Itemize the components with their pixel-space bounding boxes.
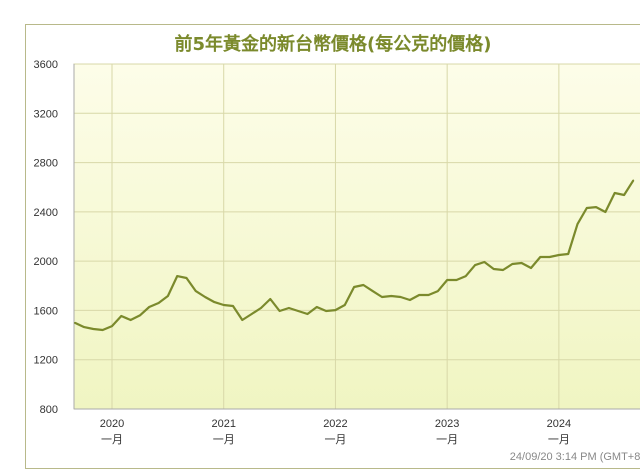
- data-point: [632, 179, 635, 182]
- data-point: [576, 223, 579, 225]
- data-point: [371, 290, 374, 292]
- data-point: [604, 211, 607, 213]
- data-point: [399, 296, 402, 298]
- data-point: [232, 305, 234, 307]
- data-point: [464, 275, 467, 277]
- data-point: [353, 286, 355, 288]
- x-tick-label: 2022: [323, 418, 347, 430]
- data-point: [157, 302, 160, 304]
- x-tick-sublabel: 一月: [101, 434, 123, 446]
- x-tick-sublabel: 一月: [436, 434, 458, 446]
- y-tick-label: 3200: [34, 108, 58, 120]
- data-point: [558, 254, 560, 256]
- data-point: [427, 294, 430, 296]
- data-point: [343, 304, 346, 306]
- data-point: [111, 325, 113, 327]
- data-point: [623, 194, 625, 196]
- x-tick-label: 2024: [547, 418, 571, 430]
- x-tick-sublabel: 一月: [324, 434, 346, 446]
- data-point: [362, 284, 365, 286]
- data-point: [586, 207, 588, 209]
- y-tick-label: 1600: [34, 305, 58, 317]
- x-tick-label: 2020: [100, 418, 124, 430]
- data-point: [325, 310, 327, 312]
- x-tick-sublabel: 一月: [548, 434, 570, 446]
- data-point: [548, 256, 551, 258]
- data-point: [73, 321, 76, 324]
- data-point: [567, 253, 569, 255]
- data-point: [148, 306, 151, 308]
- data-point: [204, 296, 206, 298]
- y-tick-label: 2400: [34, 207, 58, 219]
- data-point: [613, 192, 616, 194]
- y-tick-label: 2000: [34, 256, 58, 268]
- data-point: [167, 295, 169, 297]
- data-point: [129, 319, 132, 321]
- y-tick-label: 800: [40, 404, 58, 416]
- data-point: [213, 301, 216, 303]
- x-tick-label: 2021: [211, 418, 235, 430]
- y-tick-label: 1200: [34, 355, 58, 367]
- data-point: [176, 275, 178, 277]
- y-tick-label: 3600: [34, 59, 58, 71]
- data-point: [595, 206, 597, 208]
- data-point: [185, 277, 188, 279]
- chart-frame: [25, 24, 640, 469]
- data-point: [250, 313, 253, 315]
- data-point: [520, 262, 523, 264]
- data-point: [120, 315, 123, 317]
- data-point: [297, 310, 300, 312]
- x-tick-label: 2023: [435, 418, 459, 430]
- data-point: [539, 256, 542, 258]
- data-point: [446, 279, 448, 281]
- data-point: [139, 314, 141, 317]
- data-point: [511, 263, 514, 265]
- chart-title: 前5年黃金的新台幣價格(每公克的價格): [174, 34, 492, 55]
- data-point: [194, 290, 197, 292]
- plot-area: [73, 63, 640, 410]
- data-point: [316, 306, 318, 308]
- data-point: [92, 328, 95, 330]
- data-point: [269, 298, 272, 300]
- data-point: [101, 329, 104, 331]
- data-point: [288, 307, 290, 309]
- data-point: [483, 261, 486, 263]
- data-point: [381, 296, 383, 298]
- data-point: [241, 319, 244, 321]
- data-point: [83, 326, 85, 328]
- data-point: [502, 269, 504, 271]
- data-point: [455, 279, 458, 281]
- data-point: [530, 267, 532, 269]
- data-point: [409, 299, 411, 301]
- data-point: [474, 264, 476, 266]
- data-point: [306, 313, 309, 315]
- timestamp: 24/09/20 3:14 PM (GMT+8): [509, 451, 640, 463]
- data-point: [334, 309, 337, 311]
- x-tick-sublabel: 一月: [213, 434, 235, 446]
- data-point: [260, 307, 262, 309]
- data-point: [278, 310, 281, 312]
- data-point: [492, 268, 495, 270]
- data-point: [222, 304, 225, 306]
- data-point: [418, 294, 421, 296]
- data-point: [437, 290, 439, 292]
- data-point: [390, 295, 393, 297]
- y-tick-label: 2800: [34, 158, 58, 170]
